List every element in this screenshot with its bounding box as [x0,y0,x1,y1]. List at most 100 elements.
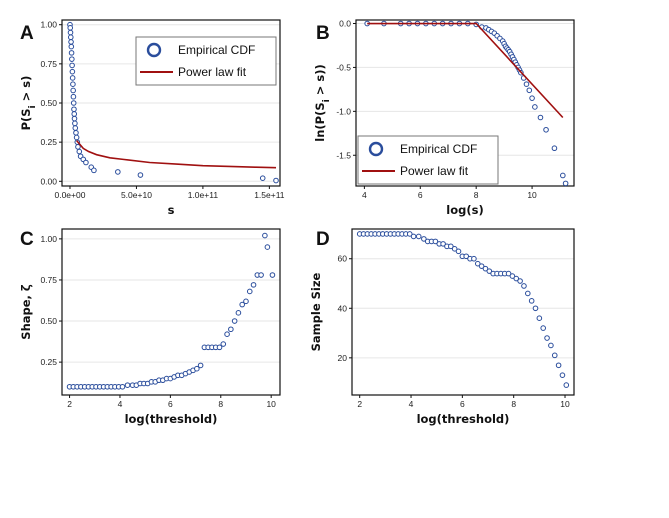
panel-label-d: D [316,229,330,250]
data-point [406,231,413,237]
x-axis-title: s [168,203,175,217]
y-tick-label: -1.0 [336,106,351,116]
data-point [76,148,83,155]
y-tick-label: 60 [338,254,348,264]
y-axis-title: Sample Size [309,272,323,351]
y-tick-label: -1.5 [336,150,351,160]
legend-label: Power law fit [400,164,469,178]
data-point [250,282,257,288]
data-point [505,270,512,277]
data-point [262,232,268,239]
data-point [115,169,121,175]
data-point [73,134,80,141]
data-point [69,68,76,75]
y-tick-label: 0.25 [40,137,57,147]
data-point [83,159,89,166]
data-point [71,106,77,113]
data-point [216,344,223,351]
data-point [73,129,79,136]
data-point [540,325,547,331]
x-tick-label: 5.0e+10 [121,190,152,200]
y-tick-label: 1.00 [40,234,57,244]
data-point [482,265,489,272]
y-axis-title: Shape, ζ [19,284,33,340]
y-tick-label: 1.00 [40,20,57,30]
data-point [528,298,535,304]
data-point [478,263,485,269]
data-point [555,362,562,369]
x-tick-label: 4 [362,190,367,200]
data-point [68,39,74,45]
legend-label: Empirical CDF [400,142,477,156]
data-point [67,34,74,41]
data-point [220,341,227,347]
data-point [69,62,75,69]
x-tick-label: 6 [168,399,173,409]
data-point [410,233,417,240]
x-tick-label: 2 [67,399,72,409]
plot-frame [61,228,281,396]
panel-label-c: C [20,229,34,250]
y-axis-title: ln(P(Si > s)) [313,64,332,141]
data-point [509,273,516,279]
data-point [544,335,550,341]
data-point [91,167,97,174]
data-point [71,115,78,122]
data-point [70,93,77,100]
panel-label-b: B [316,23,330,44]
legend: Empirical CDF Power law fit [357,135,499,185]
data-point [67,25,74,31]
y-tick-label: 0.00 [40,176,57,186]
data-point [70,100,77,106]
x-tick-label: 8 [474,190,479,200]
data-point [68,50,75,56]
data-point [532,305,539,312]
data-point [264,244,271,250]
x-axis-title: log(threshold) [417,412,510,426]
x-tick-label: 4 [409,399,414,409]
legend-marker-points [146,42,162,58]
data-point [243,298,249,305]
data-point [70,81,76,88]
data-point [560,172,566,179]
data-point [194,365,200,372]
data-point [269,272,276,278]
data-point [543,126,549,133]
x-tick-label: 10 [560,399,570,409]
data-point [532,104,538,110]
data-point [529,95,535,101]
legend-marker-points [368,141,384,157]
data-point [224,331,230,337]
data-point [124,382,131,388]
fit-line [76,140,277,169]
panel-a-chart: 0.0e+00 5.0e+10 1.0e+11 1.5e+11 0.00 0.25 0.50… [19,19,285,217]
x-tick-label: 8 [511,399,516,409]
data-point [559,372,566,378]
data-point [67,29,74,36]
y-tick-label: 0.0 [339,19,351,29]
data-point [197,362,204,369]
data-point [474,260,481,267]
y-tick-label: 0.50 [40,316,57,326]
legend-label: Power law fit [178,65,247,79]
data-point [258,272,264,278]
legend-label: Empirical CDF [178,43,255,57]
x-tick-label: 0.0e+00 [54,190,85,200]
data-point [523,81,530,87]
y-tick-label: 20 [338,353,348,363]
data-point [239,301,245,308]
data-point [517,278,523,284]
plot-frame [355,19,575,187]
y-tick-label: 40 [338,303,348,313]
data-point [551,145,558,152]
panel-b-chart: 4 6 8 10 0.0 -0.5 -1.0 -1.5 log(s) ln(P(Si > s)) E… [313,19,575,217]
data-point [415,233,422,240]
data-point [448,243,454,250]
data-point [455,248,462,255]
x-tick-label: 8 [218,399,223,409]
data-point [69,75,76,81]
data-point [536,315,543,321]
legend-box [135,36,277,86]
data-point [72,125,79,131]
plot-frame [351,228,575,396]
